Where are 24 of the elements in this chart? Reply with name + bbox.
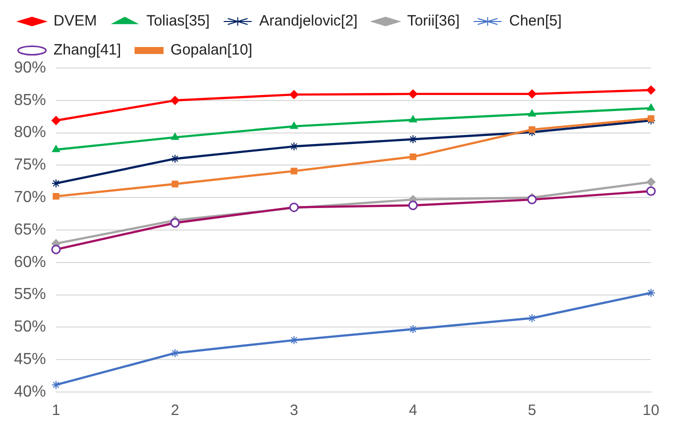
legend-label: DVEM	[54, 12, 97, 30]
y-tick-label: 80%	[14, 124, 46, 142]
y-tick-label: 75%	[14, 156, 46, 174]
y-tick-label: 90%	[14, 59, 46, 76]
x-tick-label: 4	[408, 402, 418, 420]
legend-label: Chen[5]	[509, 12, 562, 30]
x-tick-label: 2	[170, 402, 180, 420]
legend-label: Gopalan[10]	[170, 42, 252, 59]
legend-label: Torii[36]	[407, 12, 460, 30]
y-tick-label: 50%	[14, 318, 46, 336]
x-tick-label: 1	[52, 402, 60, 420]
y-tick-label: 55%	[14, 286, 46, 304]
legend-label: Arandjelovic[2]	[259, 12, 358, 30]
y-tick-label: 85%	[14, 92, 46, 109]
x-tick-label: 10	[642, 402, 660, 420]
legend-label: Tolias[35]	[146, 12, 210, 30]
y-tick-label: 65%	[14, 221, 46, 238]
y-tick-label: 40%	[14, 383, 46, 400]
x-tick-label: 3	[290, 402, 298, 420]
legend-label: Zhang[41]	[54, 42, 122, 59]
y-tick-label: 45%	[14, 351, 46, 368]
y-tick-label: 70%	[14, 189, 46, 206]
y-tick-label: 60%	[14, 254, 46, 271]
x-tick-label: 5	[528, 402, 536, 420]
